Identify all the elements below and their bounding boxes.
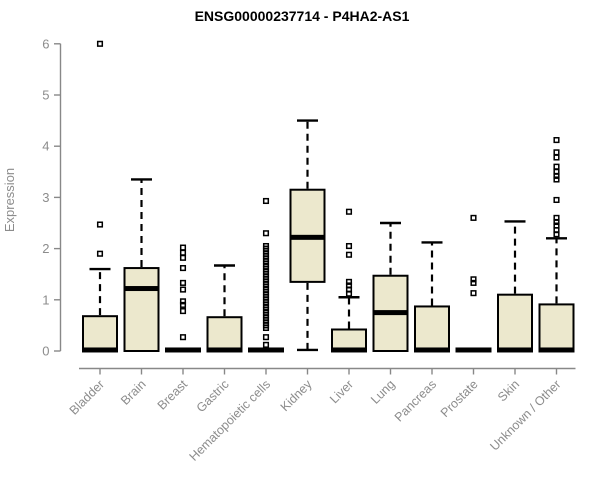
outlier-point [553, 196, 560, 204]
box-group-skin [497, 220, 533, 353]
median-line [497, 347, 533, 353]
median-line [331, 347, 367, 353]
x-tick-label: Breast [155, 377, 191, 413]
outlier-point [179, 286, 187, 293]
x-tick-label: Unknown / Other [487, 377, 563, 453]
outlier-point [553, 163, 560, 170]
x-tick-label: Brain [118, 377, 149, 408]
outlier-point [553, 137, 560, 144]
outlier-point [179, 301, 187, 308]
outlier-point [470, 276, 477, 283]
y-tick-label: 3 [42, 190, 49, 205]
outlier-point [553, 154, 560, 161]
x-tick-label: Prostate [438, 377, 481, 420]
outlier-point [96, 221, 104, 228]
median-line [455, 347, 492, 353]
outlier-point [262, 242, 270, 250]
outlier-point [345, 278, 353, 285]
y-axis-title: Expression [2, 168, 17, 232]
median-line [206, 347, 243, 353]
outlier-point [553, 176, 560, 183]
y-tick-label: 6 [42, 36, 49, 51]
x-tick-label: Gastric [194, 377, 232, 415]
outlier-point [179, 298, 187, 305]
outlier-point [345, 208, 353, 215]
outlier-point [470, 214, 477, 221]
median-line [165, 347, 201, 353]
iqr-box [82, 315, 118, 352]
iqr-box [206, 316, 243, 353]
x-tick-label: Kidney [278, 377, 315, 414]
box-group-prostate [455, 214, 492, 353]
outlier-point [179, 279, 187, 286]
x-tick-label: Pancreas [392, 377, 439, 424]
y-tick-label: 0 [42, 344, 49, 359]
median-line [123, 286, 160, 292]
y-tick-label: 5 [42, 88, 49, 103]
outlier-point [470, 279, 477, 286]
box-group-unknown-other [538, 137, 575, 353]
outlier-point [345, 242, 353, 250]
median-line [372, 310, 409, 316]
median-line [414, 347, 450, 353]
outlier-point [262, 341, 270, 348]
median-line [289, 234, 326, 240]
box-group-lung [372, 221, 409, 352]
outlier-point [96, 40, 104, 47]
outlier-point [179, 265, 187, 272]
outlier-point [553, 149, 560, 156]
outlier-point [96, 250, 104, 257]
box-group-pancreas [414, 241, 450, 353]
outlier-point [262, 197, 270, 205]
outlier-point [179, 244, 187, 251]
outlier-point [553, 214, 560, 221]
iqr-box [414, 305, 450, 352]
iqr-box [123, 267, 160, 352]
x-tick-label: Hematopoietic cells [187, 377, 274, 464]
x-tick-label: Liver [327, 377, 356, 406]
box-group-bladder [82, 40, 118, 353]
box-group-hematopoietic-cells [248, 197, 284, 353]
box-group-brain [123, 178, 160, 352]
median-line [538, 347, 575, 353]
x-tick-label: Lung [368, 377, 398, 407]
x-tick-label: Bladder [67, 377, 107, 417]
chart-title: ENSG00000237714 - P4HA2-AS1 [195, 8, 410, 24]
box-group-kidney [289, 119, 326, 352]
median-line [248, 347, 284, 353]
outlier-point [179, 334, 187, 341]
outlier-point [179, 308, 187, 315]
box-group-gastric [206, 264, 243, 353]
box-series [82, 40, 575, 353]
iqr-box [497, 293, 533, 352]
y-tick-label: 1 [42, 292, 49, 307]
y-tick-label: 4 [42, 139, 49, 154]
iqr-box [538, 303, 575, 352]
outlier-point [470, 290, 477, 297]
outlier-point [179, 249, 187, 256]
outlier-point [345, 251, 353, 258]
box-group-breast [165, 244, 201, 353]
median-line [82, 347, 118, 353]
box-group-liver [331, 208, 367, 353]
outlier-point [553, 222, 560, 229]
outlier-point [262, 334, 270, 341]
x-tick-label: Skin [495, 377, 522, 404]
outlier-point [553, 168, 560, 175]
outlier-point [262, 230, 270, 237]
outlier-point [345, 282, 353, 289]
outlier-point [179, 254, 187, 261]
y-tick-label: 2 [42, 241, 49, 256]
